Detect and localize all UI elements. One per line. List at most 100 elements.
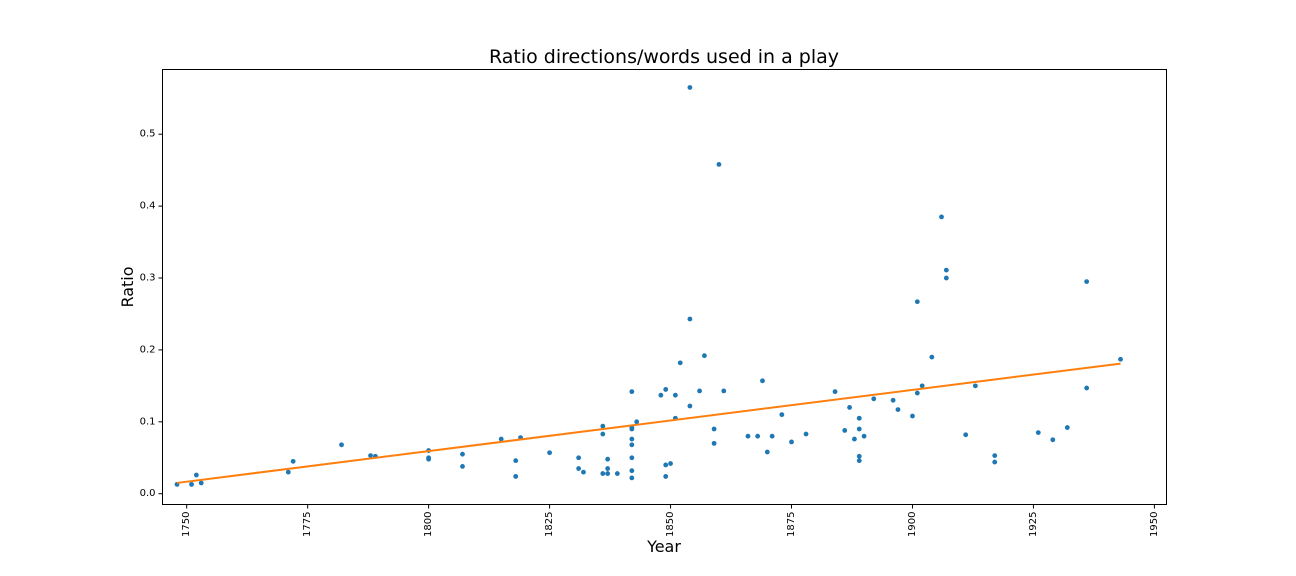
data-point [972,383,978,389]
data-point [547,450,552,456]
data-point [663,387,669,392]
data-point [605,471,611,476]
data-point [677,360,683,366]
data-point [614,471,620,476]
y-tick-label: 0.2 [140,344,156,355]
data-point [198,480,204,486]
data-point [702,353,707,359]
data-point [605,466,611,471]
data-point [895,407,901,412]
data-point [890,397,896,403]
x-tick-label: 1875 [786,512,797,537]
data-point [1035,430,1041,435]
x-tick-label: 1950 [1149,512,1160,537]
data-point [789,439,794,445]
data-point [513,458,519,464]
data-point [847,405,852,410]
data-point [663,474,669,479]
data-point [779,412,785,418]
data-point [856,415,862,421]
y-tick-label: 0.3 [140,273,156,284]
data-point [769,433,775,439]
data-point [852,436,857,442]
data-point [910,413,915,419]
data-point [426,456,432,462]
data-point [929,354,935,360]
data-point [629,475,635,481]
data-point [856,458,862,464]
data-point [871,396,877,402]
data-point [672,392,678,398]
data-point [919,383,925,389]
data-point [634,419,640,425]
y-tick-label: 0.0 [140,488,156,499]
data-point [629,436,635,442]
data-point [460,451,465,457]
plot-area [162,69,1167,505]
data-point [658,392,664,398]
data-point [711,426,717,432]
data-point [687,403,693,409]
x-tick-label: 1775 [302,512,313,537]
data-point [460,463,465,469]
x-axis: 1750 1775 1800 1825 1850 1875 1900 1925 1950 [181,504,1160,537]
data-point [600,431,606,437]
trend-line [176,362,1121,484]
data-point [1050,437,1056,443]
data-point [856,426,862,432]
y-tick-label: 0.1 [140,416,156,427]
data-point [193,472,199,478]
data-point [629,468,635,474]
y-tick-label: 0.4 [140,201,156,212]
data-point [832,389,838,395]
data-point [687,85,693,90]
x-tick-label: 1900 [907,512,918,537]
data-point [668,461,673,466]
x-tick-label: 1850 [665,512,676,537]
data-point [992,459,998,465]
data-point [992,453,998,459]
chart-title: Ratio directions/words used in a play [489,46,839,68]
data-point [842,428,848,433]
data-point [629,426,635,432]
data-point [498,436,504,442]
x-tick-label: 1750 [181,512,192,537]
data-point [368,453,373,459]
data-point [605,456,611,462]
data-point [721,388,727,394]
data-point [629,442,635,448]
data-point [764,449,770,455]
data-point [697,388,702,394]
data-point [1084,385,1090,391]
data-point [576,466,582,471]
data-point [711,440,717,446]
x-tick-label: 1925 [1028,512,1039,537]
data-point [745,433,751,439]
data-point [663,462,669,468]
data-point [803,431,809,437]
data-point [939,214,944,220]
y-axis-label: Ratio [118,266,137,307]
data-point [716,162,722,167]
data-point [339,442,344,448]
data-marks [174,85,1123,487]
x-axis-label: Year [646,537,681,556]
y-axis: 0.0 0.1 0.2 0.3 0.4 0.5 [140,129,163,499]
data-point [963,432,969,438]
x-tick-label: 1825 [544,512,555,537]
data-point [600,471,606,476]
data-point [687,316,693,322]
data-point [914,390,920,396]
y-tick-label: 0.5 [140,129,156,140]
data-point [1084,279,1090,285]
data-point [1118,356,1123,362]
data-point [760,378,765,384]
data-point [576,455,582,461]
data-point [290,458,296,464]
data-point [629,389,635,395]
data-point [943,275,949,281]
data-point [513,474,519,479]
data-point [600,423,606,429]
x-tick-label: 1800 [423,512,434,537]
